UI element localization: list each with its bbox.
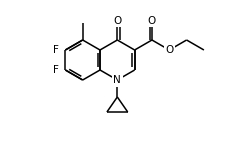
Text: O: O [113, 16, 122, 25]
Text: N: N [113, 75, 121, 85]
Text: O: O [165, 45, 173, 55]
Text: F: F [53, 45, 59, 55]
Text: F: F [53, 65, 59, 75]
Text: O: O [148, 16, 156, 25]
